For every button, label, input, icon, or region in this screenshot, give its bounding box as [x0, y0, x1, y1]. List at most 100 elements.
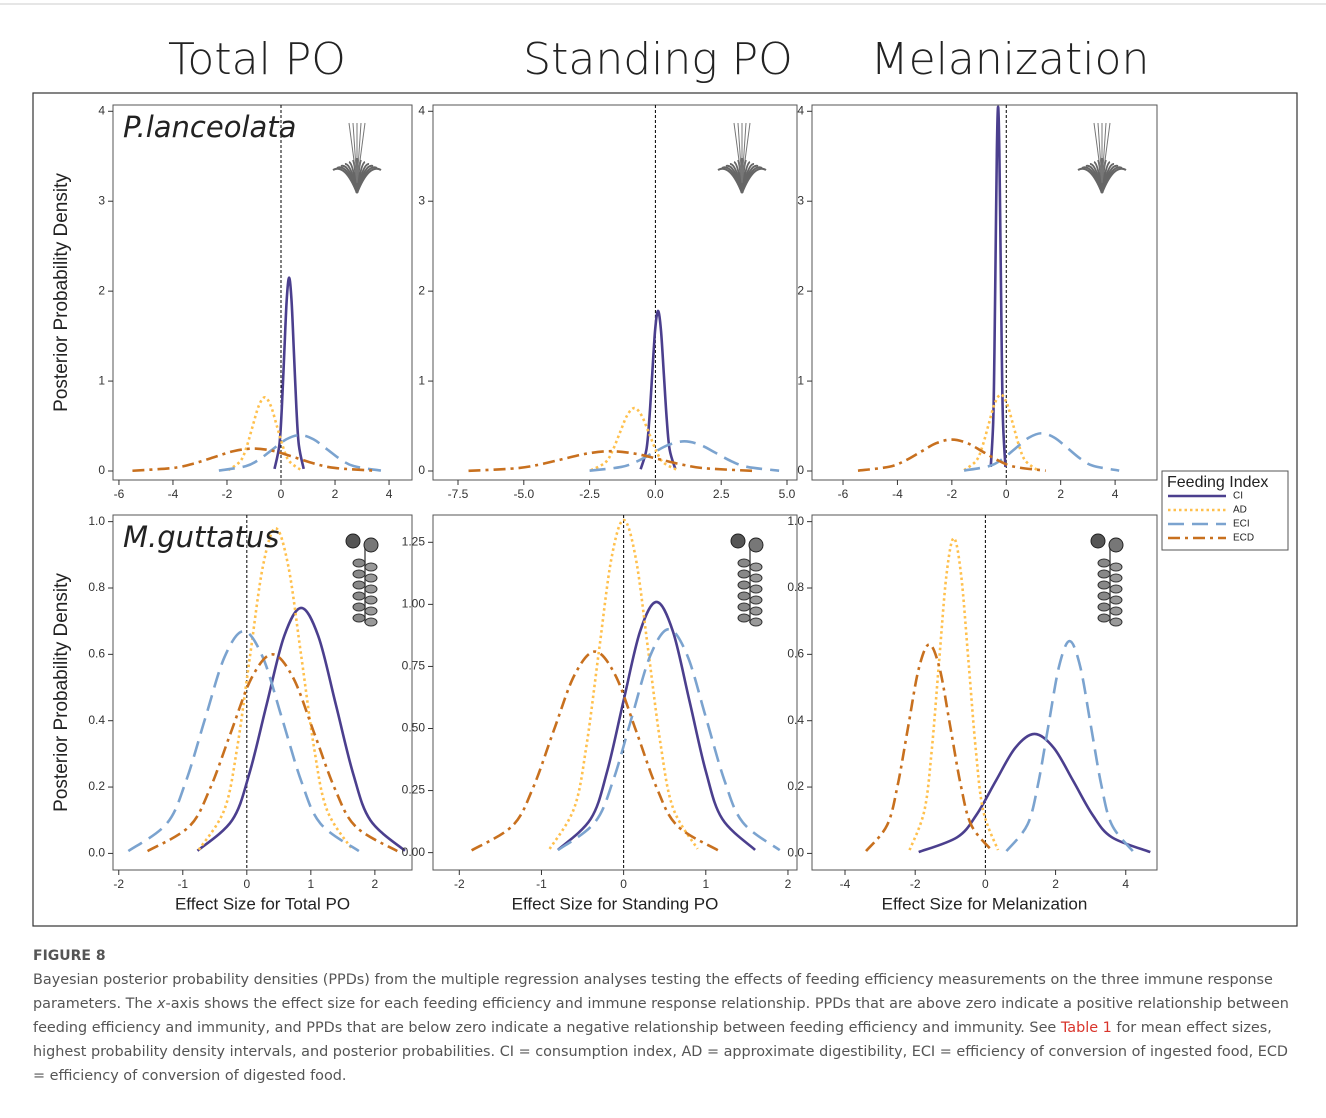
- x-tick-label: 2: [332, 487, 339, 501]
- plant-leaf: [352, 580, 366, 590]
- y-axis-label: Posterior Probability Density: [51, 173, 72, 412]
- y-tick-label: 0.50: [402, 721, 426, 735]
- x-tick-label: 4: [1122, 877, 1129, 891]
- caption: Bayesian posterior probability densities…: [33, 968, 1295, 1088]
- x-axis-label: Effect Size for Standing PO: [512, 894, 719, 913]
- plant-leaf: [737, 613, 751, 623]
- plant-stem: [733, 122, 743, 184]
- plant-leaf: [1109, 562, 1123, 572]
- panel: 0.0 0.2 0.4 0.6 0.8 1.0 -4 -2 0 2 4 Effect Size for…: [787, 514, 1158, 913]
- x-tick-label: 5.0: [779, 487, 796, 501]
- panel-label: P.lanceolata: [123, 110, 296, 144]
- plant-leaf: [1109, 584, 1123, 594]
- legend-label: CI: [1233, 491, 1243, 502]
- y-tick-label: 1.0: [88, 514, 105, 528]
- x-tick-label: -2: [113, 877, 124, 891]
- y-tick-label: 0.2: [88, 779, 105, 793]
- y-tick-label: 3: [98, 193, 105, 207]
- y-tick-label: 4: [797, 103, 804, 117]
- y-tick-label: 0.8: [88, 580, 105, 594]
- y-tick-label: 0: [797, 463, 804, 477]
- x-tick-label: 0.0: [647, 487, 664, 501]
- x-tick-label: -4: [892, 487, 903, 501]
- plant-flower: [345, 533, 361, 549]
- x-tick-label: 4: [1112, 487, 1119, 501]
- y-tick-label: 0.0: [88, 846, 105, 860]
- panel: 0 1 2 3 4 -7.5 -5.0 -2.5 0.0 2.5 5.0: [418, 103, 798, 501]
- density-curve: [273, 276, 305, 470]
- table-link[interactable]: Table 1: [1060, 1020, 1112, 1036]
- plant-leaf: [737, 602, 751, 612]
- density-curve: [557, 627, 781, 852]
- panel-label: M.guttatus: [123, 520, 279, 554]
- y-tick-label: 3: [418, 193, 425, 207]
- x-tick-label: 1: [307, 877, 314, 891]
- density-curve: [548, 518, 699, 850]
- plant-leaf: [352, 569, 366, 579]
- x-tick-label: -4: [168, 487, 179, 501]
- density-curve: [557, 600, 756, 851]
- x-tick-label: -1: [536, 877, 547, 891]
- plant-leaf: [352, 558, 366, 568]
- y-tick-label: 1.00: [402, 597, 426, 611]
- x-tick-label: 0: [1003, 487, 1010, 501]
- legend-label: ECD: [1233, 533, 1254, 544]
- x-axis-label: Effect Size for Total PO: [175, 894, 350, 913]
- density-curve: [918, 732, 1151, 854]
- plant-stem: [1097, 122, 1103, 184]
- panel-frame: [432, 514, 798, 871]
- plant-leaf: [1097, 602, 1111, 612]
- y-tick-label: 0.4: [88, 713, 105, 727]
- plant-leaf: [1101, 167, 1127, 194]
- density-curve: [865, 643, 994, 852]
- x-tick-label: -2: [222, 487, 233, 501]
- panel: 0 1 2 3 4 -6 -4 -2 0 2 4: [797, 103, 1158, 501]
- x-tick-label: -2.5: [579, 487, 600, 501]
- x-axis-label: Effect Size for Melanization: [882, 894, 1088, 913]
- plant-stem: [1101, 122, 1107, 184]
- x-tick-label: -2: [454, 877, 465, 891]
- plant-leaf: [364, 573, 378, 583]
- density-curve: [197, 526, 354, 851]
- plant-stem: [741, 122, 751, 184]
- column-title: Standing PO: [523, 34, 793, 85]
- plant-stem: [741, 122, 747, 184]
- legend-title: Feeding Index: [1167, 474, 1268, 491]
- plant-leaf: [737, 558, 751, 568]
- plant-leaf: [352, 602, 366, 612]
- x-tick-label: -4: [840, 877, 851, 891]
- legend-label: AD: [1233, 505, 1247, 516]
- density-curve: [218, 433, 382, 472]
- plant-flower: [1090, 533, 1106, 549]
- plant-leaf: [356, 167, 382, 194]
- x-tick-label: -1: [177, 877, 188, 891]
- density-curve: [589, 440, 780, 472]
- y-tick-label: 0.6: [787, 647, 804, 661]
- y-tick-label: 0.75: [402, 659, 426, 673]
- x-tick-label: 1: [702, 877, 709, 891]
- figure-label: FIGURE 8: [33, 948, 106, 964]
- plant-leaf: [1097, 591, 1111, 601]
- caption-text: for mean effect sizes, highest probabili…: [33, 1020, 1289, 1084]
- plant-leaf: [1109, 606, 1123, 616]
- x-tick-label: -2: [947, 487, 958, 501]
- plant-stem: [352, 122, 358, 184]
- plant-leaf: [1109, 573, 1123, 583]
- plant-leaf: [741, 167, 767, 194]
- x-tick-label: -5.0: [513, 487, 534, 501]
- plant-stem: [356, 122, 366, 184]
- caption-italic: x: [156, 996, 166, 1012]
- y-tick-label: 0.0: [787, 846, 804, 860]
- plant-stem: [356, 122, 362, 184]
- x-tick-label: 0: [278, 487, 285, 501]
- plant-flower: [730, 533, 746, 549]
- y-tick-label: 0.00: [402, 845, 426, 859]
- plant-leaf: [749, 584, 763, 594]
- plant-leaf: [364, 595, 378, 605]
- x-tick-label: -7.5: [448, 487, 469, 501]
- plant-leaf: [364, 606, 378, 616]
- plant-leaf: [737, 580, 751, 590]
- panel: 0.00 0.25 0.50 0.75 1.00 1.25 -2 -1 0 1 2 Effect Si…: [402, 514, 798, 913]
- y-tick-label: 1: [797, 373, 804, 387]
- y-tick-label: 1.25: [402, 534, 426, 548]
